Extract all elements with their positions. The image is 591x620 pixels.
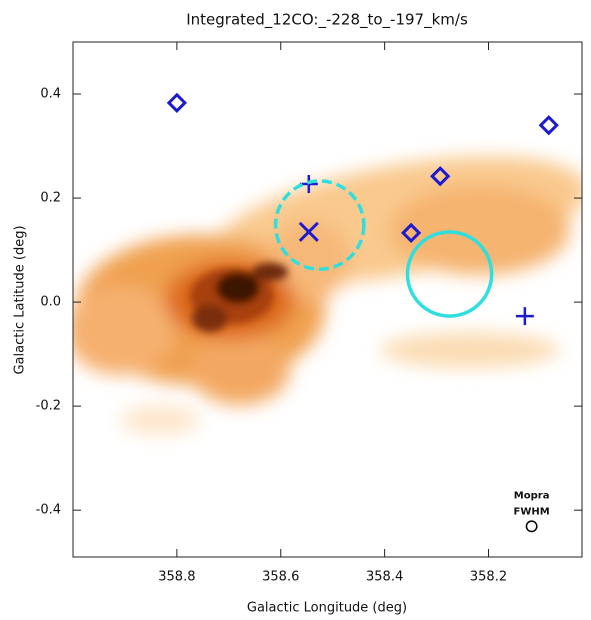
diamond-marker bbox=[538, 115, 559, 136]
chart-title: Integrated_12CO:_-228_to_-197_km/s bbox=[186, 11, 468, 30]
beam-label: FWHM bbox=[514, 506, 550, 517]
x-tick-label: 358.8 bbox=[158, 570, 195, 585]
diamond-marker bbox=[166, 92, 187, 113]
y-axis-label: Galactic Latitude (deg) bbox=[13, 225, 28, 374]
beam-circle bbox=[525, 520, 538, 533]
y-tick-label: 0.4 bbox=[40, 87, 61, 102]
circle-marker bbox=[405, 230, 494, 318]
plus-marker bbox=[515, 307, 534, 326]
diamond-marker bbox=[400, 222, 422, 244]
y-tick-label: -0.2 bbox=[36, 399, 61, 414]
dashed-circle-marker bbox=[273, 179, 366, 272]
y-tick-label: -0.4 bbox=[36, 503, 61, 518]
x-axis-label: Galactic Longitude (deg) bbox=[247, 601, 407, 616]
beam-label: Mopra bbox=[514, 490, 550, 501]
cross-marker bbox=[298, 221, 319, 242]
y-tick-label: 0.2 bbox=[40, 191, 61, 206]
x-tick-label: 358.6 bbox=[262, 570, 299, 585]
plot-frame bbox=[72, 41, 583, 558]
diamond-marker bbox=[430, 166, 451, 187]
x-tick-label: 358.4 bbox=[366, 570, 403, 585]
y-tick-label: 0.0 bbox=[40, 295, 61, 310]
emission-map bbox=[73, 156, 582, 435]
x-tick-label: 358.2 bbox=[470, 570, 507, 585]
